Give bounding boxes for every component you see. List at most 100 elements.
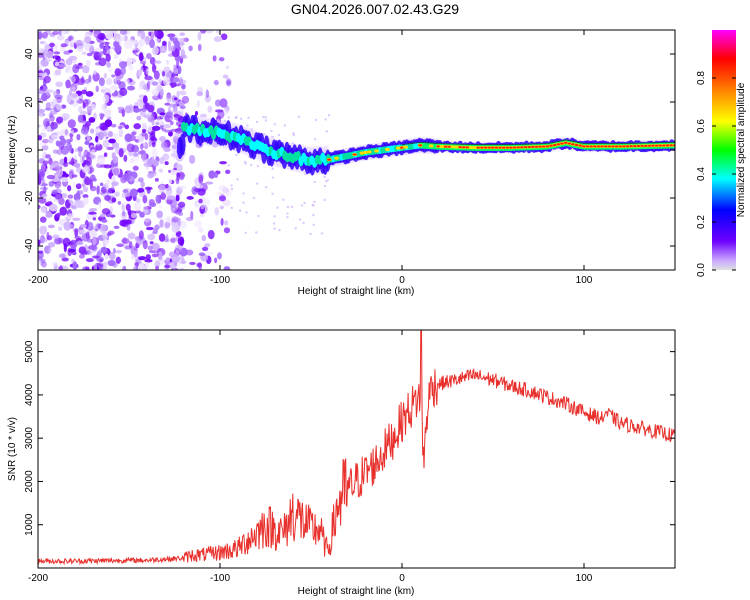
- ridge-core-red: [523, 146, 528, 149]
- spectrogram-noise-blob: [149, 38, 155, 49]
- spectrogram-noise-blob: [124, 124, 130, 130]
- spectrogram-noise-blob: [142, 207, 152, 216]
- spectrogram-noise-blob: [45, 154, 51, 159]
- spectrogram-noise-blob: [41, 145, 49, 151]
- spectrogram-noise-blob: [64, 128, 69, 136]
- spectrogram-noise-blob: [68, 168, 75, 175]
- spectrogram-noise-blob: [120, 66, 126, 76]
- spectrogram-noise-dot: [312, 223, 315, 227]
- spectrogram-noise-blob: [54, 193, 62, 201]
- spectrogram-noise-blob: [172, 37, 179, 44]
- spectrogram-noise-blob: [156, 210, 163, 218]
- spectrogram-noise-blob: [52, 234, 60, 240]
- ridge-core-red: [632, 145, 637, 148]
- spectrogram-noise-blob: [39, 186, 49, 191]
- spectrogram-noise-dot: [236, 178, 239, 181]
- spectrogram-noise-blob: [40, 258, 46, 264]
- snr-x-label: Height of straight line (km): [298, 586, 415, 597]
- spectrogram-noise-blob: [58, 253, 66, 259]
- spectrogram-noise-blob: [54, 94, 63, 100]
- spectrogram-noise-blob: [49, 203, 58, 212]
- spectrogram-ridge: [171, 114, 675, 176]
- spectrogram-noise-blob: [41, 207, 47, 214]
- spectrogram-noise-blob: [178, 77, 184, 85]
- spectrogram-noise-blob: [106, 146, 114, 151]
- spectrogram-noise-blob: [44, 30, 52, 35]
- spectrogram-noise-blob: [214, 99, 222, 107]
- spectrogram-noise-blob: [38, 88, 46, 94]
- spectrogram-noise-blob: [46, 235, 53, 241]
- spectrogram-noise-blob: [92, 216, 97, 221]
- spectrogram-noise-dot: [223, 119, 227, 123]
- snr-frame: [37, 329, 676, 569]
- spectrogram-noise-blob: [84, 41, 92, 52]
- spectrogram-noise-blob: [190, 210, 194, 220]
- spectrogram-noise-blob: [148, 31, 152, 36]
- spectrogram-noise-blob: [203, 197, 210, 206]
- ridge-core-red: [596, 145, 601, 148]
- spectrogram-noise-blob: [98, 77, 105, 87]
- spectrogram-noise-blob: [138, 52, 144, 62]
- spectrogram-noise-blob: [79, 224, 87, 228]
- spectrogram-noise-blob: [67, 119, 76, 129]
- spectrogram-noise-dot: [313, 180, 316, 184]
- spectrogram-noise-dot: [294, 227, 297, 230]
- ridge-outer: [179, 133, 186, 156]
- spectrogram-noise-blob: [103, 73, 108, 79]
- spectrogram-noise-blob: [154, 177, 159, 182]
- spectrogram-noise-blob: [103, 108, 111, 118]
- spectrogram-noise-dot: [242, 192, 245, 195]
- spectrogram-noise-blob: [95, 135, 99, 143]
- spectrogram-noise-blob: [40, 238, 48, 243]
- spectrogram-noise-blob: [150, 135, 157, 145]
- spectrogram-noise-blob: [207, 229, 215, 240]
- spectrogram-noise-blob: [169, 117, 175, 121]
- ridge-core-red: [654, 144, 659, 147]
- spectrogram-noise-blob: [105, 77, 113, 86]
- spectrogram-noise-blob: [197, 43, 202, 52]
- spectrogram-noise-blob: [179, 90, 187, 96]
- spectrogram-noise-blob: [43, 75, 51, 84]
- spectrogram-noise-dot: [271, 192, 274, 196]
- spectrogram-noise-blob: [136, 115, 142, 121]
- spectrogram-noise-blob: [125, 203, 131, 212]
- spectrogram-noise-blob: [97, 157, 106, 165]
- ridge-halo: [171, 130, 178, 160]
- y-tick-label: 4000: [24, 383, 35, 406]
- spectrogram-noise-blob: [147, 124, 153, 133]
- spectrogram-noise-blob: [179, 54, 188, 59]
- spectrogram-noise-blob: [56, 34, 65, 41]
- spectrogram-noise-blob: [46, 89, 54, 93]
- ridge-core-red: [578, 144, 583, 147]
- spectrogram-noise-blob: [178, 79, 187, 85]
- spectrogram-noise-blob: [58, 30, 62, 37]
- spectrogram-noise-blob: [44, 107, 53, 111]
- spectrogram-noise-blob: [46, 50, 54, 59]
- spectrogram-noise-blob: [152, 228, 158, 235]
- spectrogram-noise-blob: [225, 78, 232, 87]
- spectrogram-noise-dot: [250, 128, 253, 131]
- spectrogram-noise-blob: [91, 243, 98, 252]
- spectrogram-noise-blob: [82, 102, 86, 109]
- spectrogram-noise-blob: [176, 163, 183, 172]
- spectrogram-noise-dot: [272, 222, 276, 225]
- y-tick-label: -20: [24, 190, 35, 205]
- spectrogram-noise-blob: [167, 195, 176, 201]
- spectrogram-noise-blob: [138, 30, 142, 34]
- spectrogram-noise-dot: [323, 175, 326, 179]
- spectrogram-noise-blob: [164, 221, 171, 229]
- ridge-core-red: [592, 145, 597, 148]
- spectrogram-noise-blob: [142, 205, 149, 215]
- spectrogram-noise-blob: [65, 58, 73, 66]
- spectrogram-noise-blob: [114, 68, 122, 77]
- spectrogram-noise-dot: [273, 123, 276, 126]
- ridge-core-red: [494, 146, 499, 149]
- spectrogram-noise-dot: [256, 164, 260, 168]
- spectrogram-noise-blob: [216, 30, 221, 34]
- spectrogram-noise-blob: [169, 35, 174, 41]
- spectrogram-noise-blob: [52, 30, 60, 36]
- x-tick-label: -100: [210, 573, 230, 584]
- spectrogram-noise-blob: [169, 261, 177, 270]
- spectrogram-noise-blob: [137, 150, 146, 155]
- spectrogram-noise-blob: [92, 236, 97, 246]
